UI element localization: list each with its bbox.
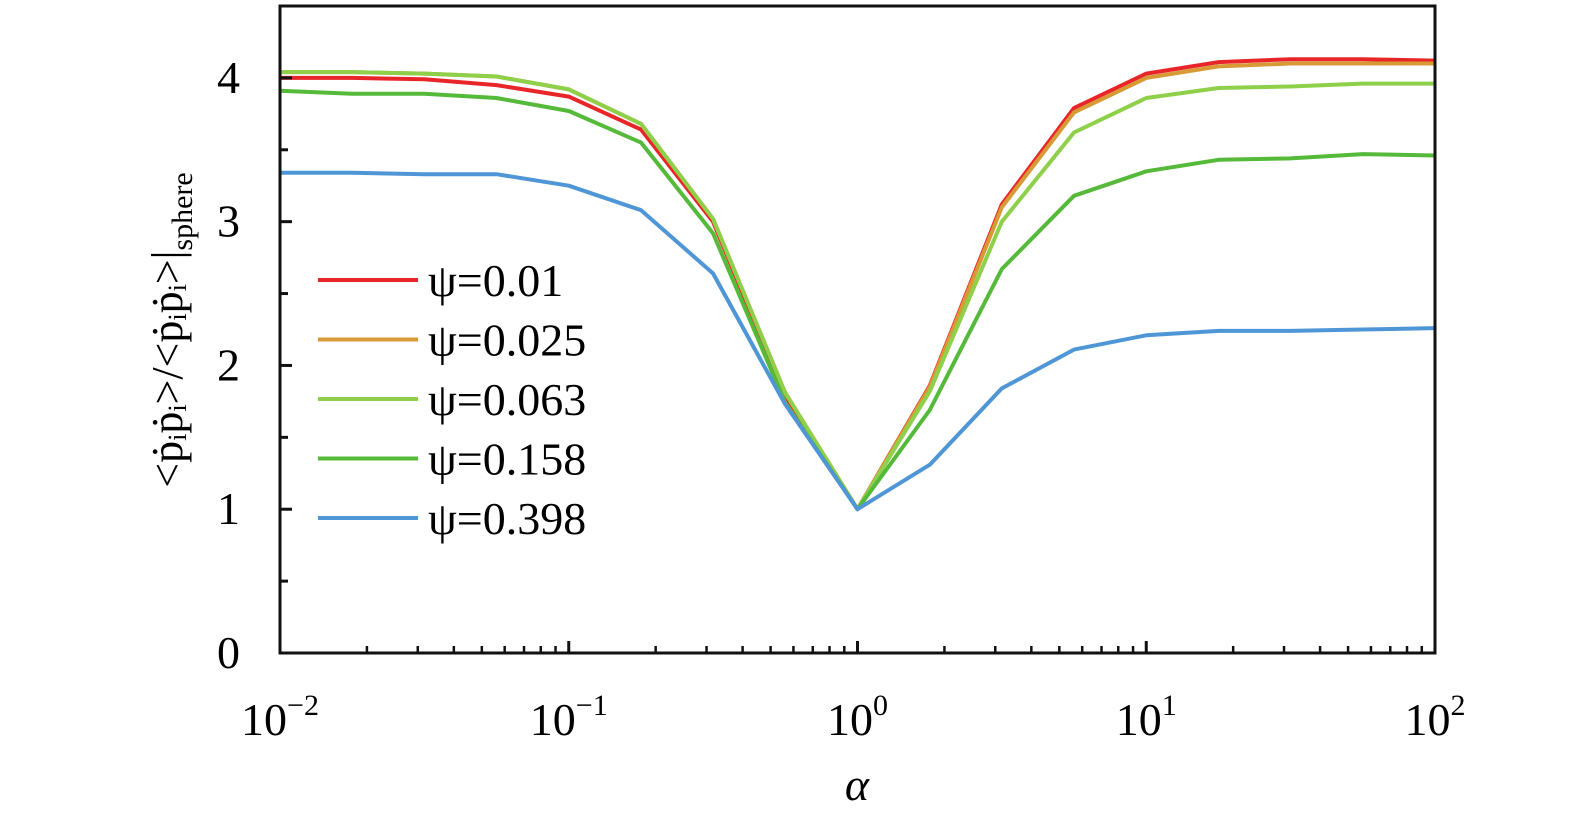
x-tick-exponent: −2 bbox=[287, 689, 319, 722]
x-tick-base: 10 bbox=[827, 694, 873, 745]
x-axis-label: α bbox=[845, 759, 870, 810]
legend-label: ψ=0.158 bbox=[428, 434, 586, 485]
x-tick-exponent: −1 bbox=[576, 689, 608, 722]
y-tick-label: 3 bbox=[217, 196, 240, 247]
legend-label: ψ=0.063 bbox=[428, 374, 586, 425]
x-tick-label: 10−2 bbox=[241, 689, 319, 745]
x-tick-base: 10 bbox=[1405, 694, 1451, 745]
x-tick-label: 102 bbox=[1405, 689, 1466, 745]
x-tick-base: 10 bbox=[530, 694, 576, 745]
series-line-4 bbox=[280, 170, 1436, 512]
legend-item: ψ=0.158 bbox=[318, 434, 586, 485]
y-tick-label: 1 bbox=[217, 483, 240, 534]
x-tick-base: 10 bbox=[241, 694, 287, 745]
x-tick-exponent: 0 bbox=[873, 689, 888, 722]
y-axis-label-main: <ṗᵢṗᵢ>/<ṗᵢṗᵢ>| bbox=[143, 251, 192, 488]
y-tick-label: 4 bbox=[217, 52, 240, 103]
legend-item: ψ=0.398 bbox=[318, 493, 586, 544]
x-tick-exponent: 1 bbox=[1162, 689, 1177, 722]
legend-item: ψ=0.01 bbox=[318, 255, 563, 306]
legend: ψ=0.01 ψ=0.025 ψ=0.063 ψ=0.158 ψ=0.398 bbox=[318, 255, 586, 544]
legend-label: ψ=0.01 bbox=[428, 255, 563, 306]
y-axis-label-subscript: sphere bbox=[166, 172, 199, 250]
legend-item: ψ=0.063 bbox=[318, 374, 586, 425]
x-tick-base: 10 bbox=[1116, 694, 1162, 745]
x-tick-label: 100 bbox=[827, 689, 888, 745]
legend-label: ψ=0.398 bbox=[428, 493, 586, 544]
y-tick-label: 0 bbox=[217, 627, 240, 678]
y-axis-label: <ṗᵢṗᵢ>/<ṗᵢṗᵢ>|sphere bbox=[143, 172, 199, 487]
x-tick-label: 101 bbox=[1116, 689, 1177, 745]
legend-label: ψ=0.025 bbox=[428, 315, 586, 366]
series-lines bbox=[279, 57, 1436, 512]
x-tick-exponent: 2 bbox=[1451, 689, 1466, 722]
y-tick-label: 2 bbox=[217, 339, 240, 390]
x-tick-label: 10−1 bbox=[530, 689, 608, 745]
legend-item: ψ=0.025 bbox=[318, 315, 586, 366]
